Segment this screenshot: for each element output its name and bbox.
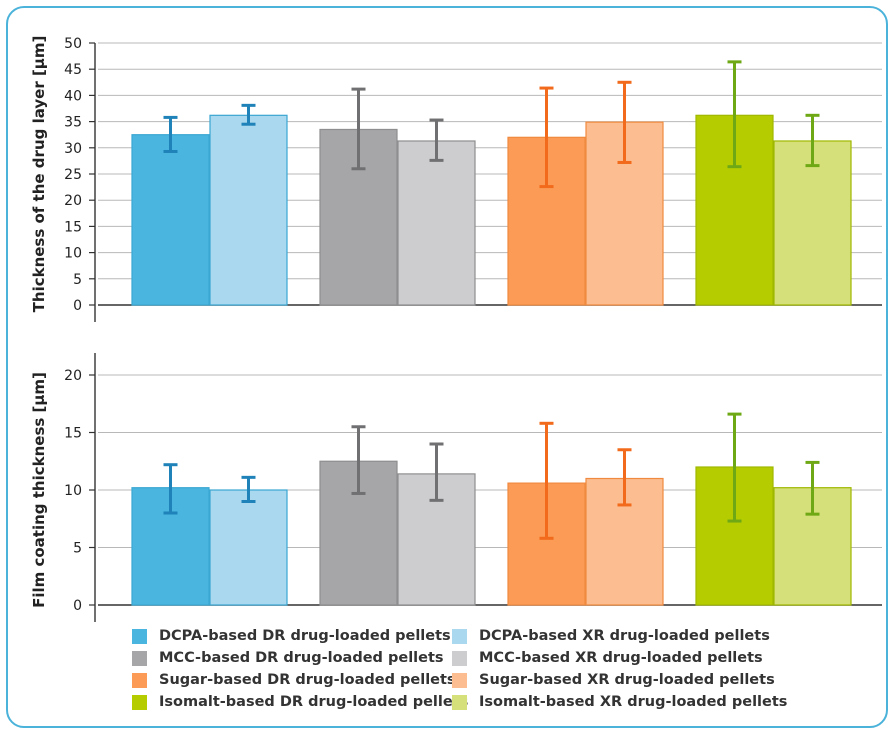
legend-label: Isomalt-based DR drug-loaded pellets bbox=[159, 694, 469, 710]
y-tick-label: 30 bbox=[64, 141, 82, 157]
bar bbox=[209, 114, 288, 306]
legend-item: MCC-based XR drug-loaded pellets bbox=[452, 648, 772, 668]
y-tick-label: 20 bbox=[64, 193, 82, 209]
legend-label: MCC-based DR drug-loaded pellets bbox=[159, 650, 444, 666]
figure-frame bbox=[6, 6, 888, 728]
legend-item: Sugar-based DR drug-loaded pellets bbox=[132, 670, 456, 690]
legend-swatch bbox=[452, 650, 467, 666]
legend-label: DCPA-based XR drug-loaded pellets bbox=[479, 628, 770, 644]
legend-item: Isomalt-based DR drug-loaded pellets bbox=[132, 692, 468, 712]
y-axis-label: Film coating thickness [µm] bbox=[30, 372, 48, 608]
legend-swatch bbox=[132, 628, 147, 644]
legend-item: Sugar-based XR drug-loaded pellets bbox=[452, 670, 775, 690]
legend-swatch bbox=[132, 672, 147, 688]
legend-swatch bbox=[132, 694, 147, 710]
y-tick-label: 10 bbox=[64, 246, 82, 262]
y-tick-label: 0 bbox=[73, 298, 82, 314]
legend-label: Sugar-based DR drug-loaded pellets bbox=[159, 672, 456, 688]
legend-label: Isomalt-based XR drug-loaded pellets bbox=[479, 694, 788, 710]
y-axis-label: Thickness of the drug layer [µm] bbox=[30, 36, 48, 313]
bar bbox=[773, 140, 852, 306]
y-tick-label: 35 bbox=[64, 115, 82, 131]
bar bbox=[319, 460, 398, 606]
y-tick-label: 5 bbox=[73, 541, 82, 557]
legend-label: Sugar-based XR drug-loaded pellets bbox=[479, 672, 775, 688]
y-tick-label: 5 bbox=[73, 272, 82, 288]
bar bbox=[397, 473, 476, 606]
legend-item: MCC-based DR drug-loaded pellets bbox=[132, 648, 452, 668]
legend-label: DCPA-based DR drug-loaded pellets bbox=[159, 628, 451, 644]
legend-label: MCC-based XR drug-loaded pellets bbox=[479, 650, 763, 666]
legend: DCPA-based DR drug-loaded pellets DCPA-b… bbox=[132, 626, 852, 712]
y-tick-label: 25 bbox=[64, 167, 82, 183]
y-tick-label: 45 bbox=[64, 62, 82, 78]
y-tick-label: 15 bbox=[64, 426, 82, 442]
y-tick-label: 0 bbox=[73, 598, 82, 614]
legend-swatch bbox=[452, 694, 467, 710]
legend-item: DCPA-based DR drug-loaded pellets bbox=[132, 626, 452, 646]
legend-item: DCPA-based XR drug-loaded pellets bbox=[452, 626, 772, 646]
bar bbox=[209, 489, 288, 606]
legend-swatch bbox=[132, 650, 147, 666]
y-tick-label: 40 bbox=[64, 88, 82, 104]
bar bbox=[397, 140, 476, 306]
bar bbox=[131, 134, 210, 306]
legend-swatch bbox=[452, 628, 467, 644]
legend-item: Isomalt-based XR drug-loaded pellets bbox=[452, 692, 787, 712]
y-tick-label: 10 bbox=[64, 483, 82, 499]
y-tick-label: 20 bbox=[64, 368, 82, 384]
y-tick-label: 50 bbox=[64, 36, 82, 52]
legend-swatch bbox=[452, 672, 467, 688]
y-tick-label: 15 bbox=[64, 219, 82, 235]
